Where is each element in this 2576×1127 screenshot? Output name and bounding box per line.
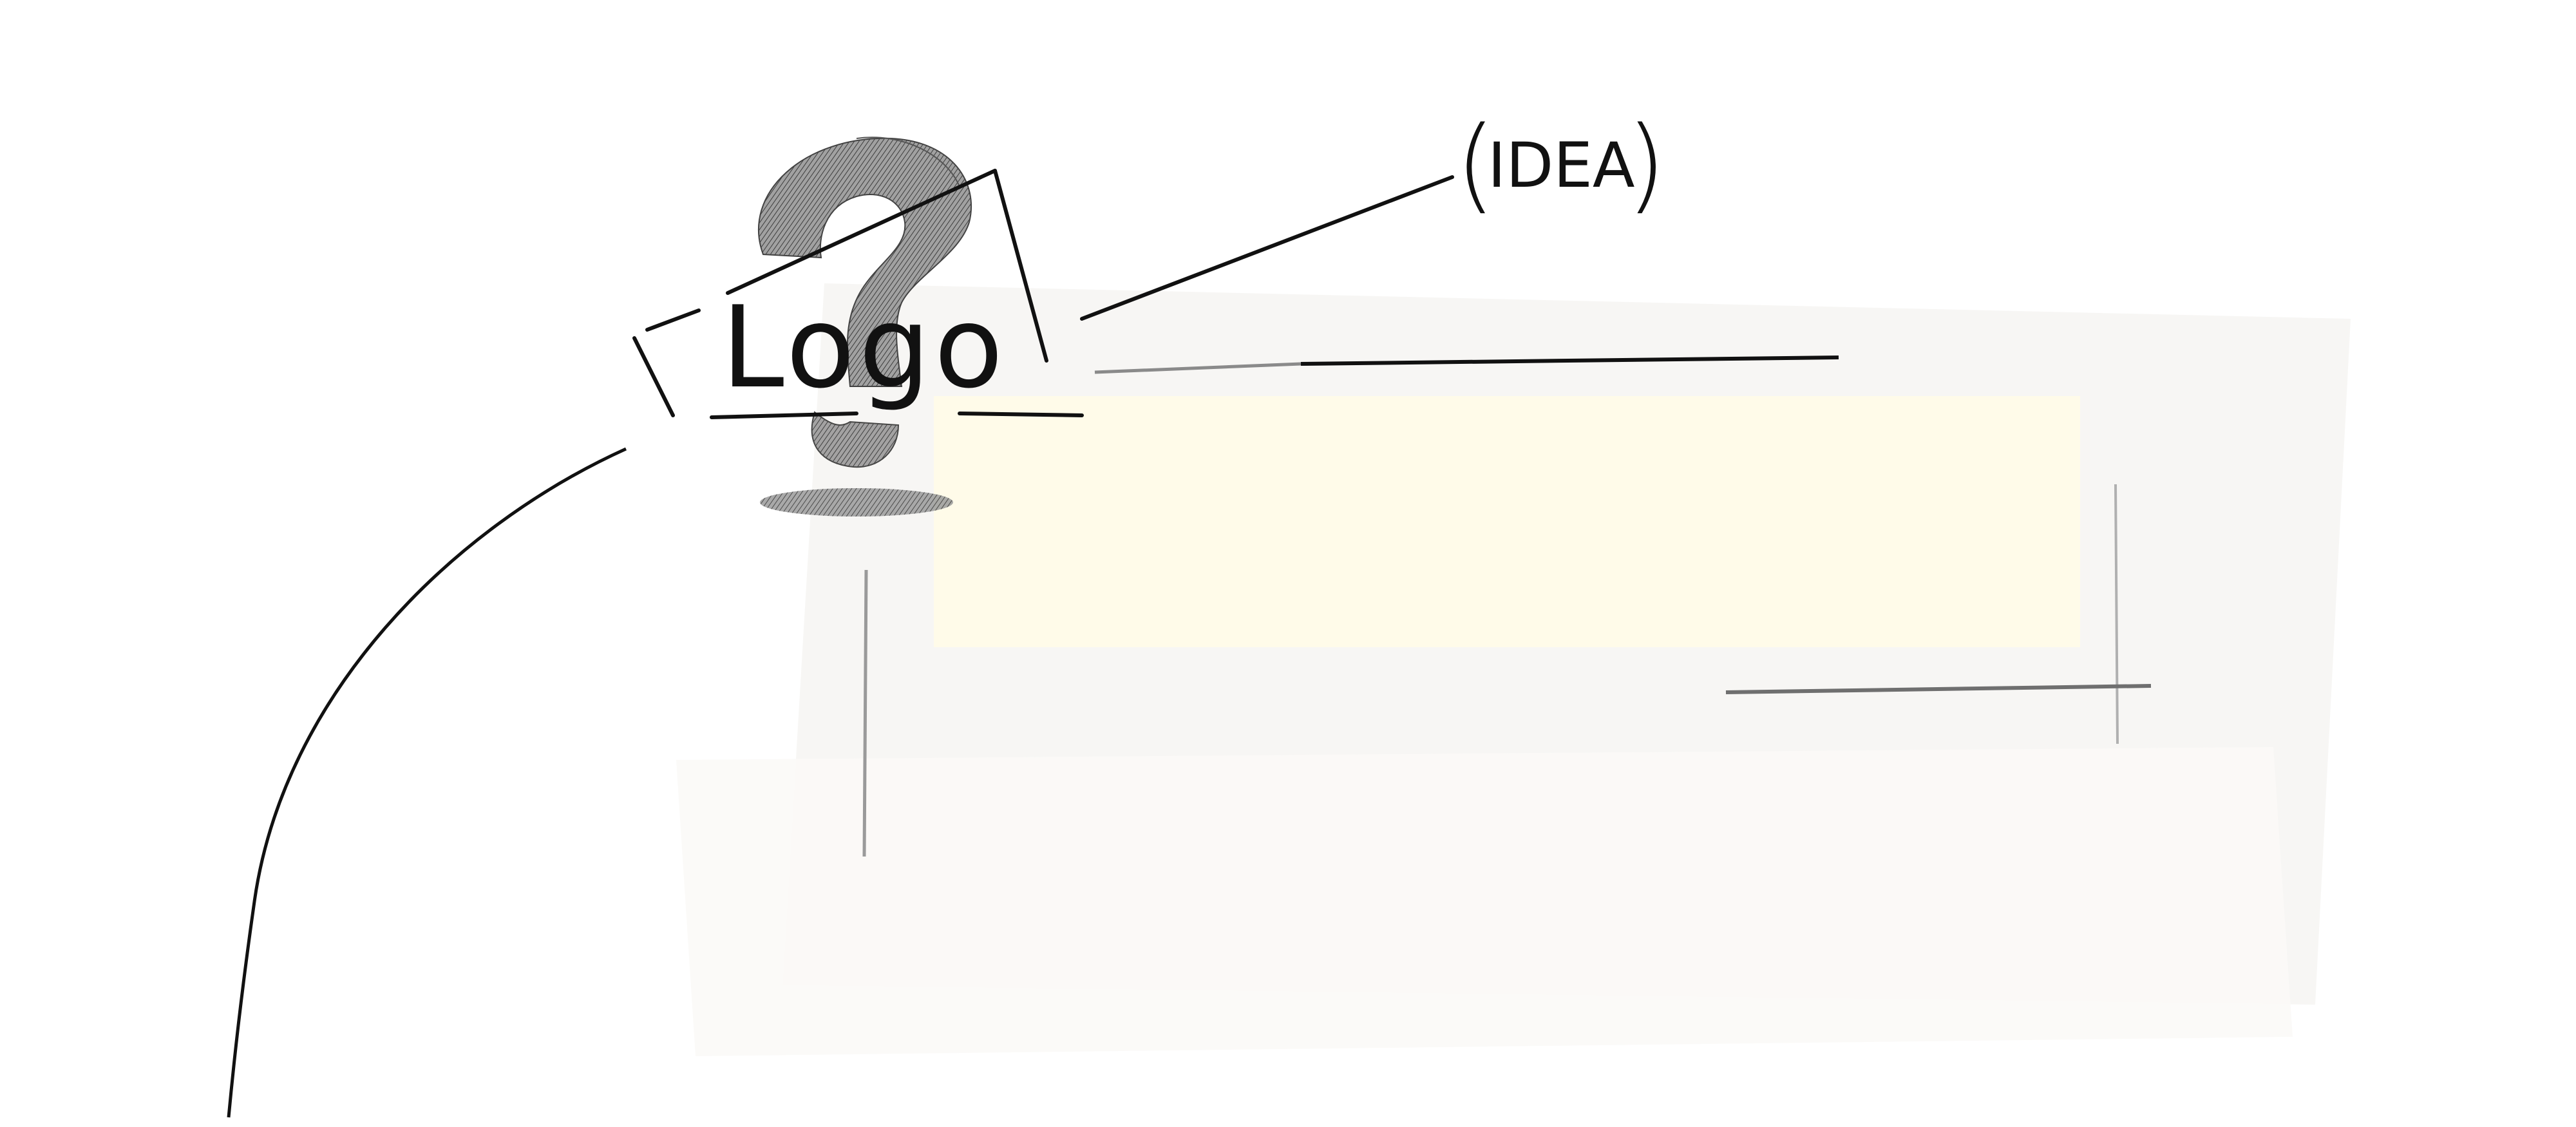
logo-frame: [632, 169, 1084, 419]
idea-text: IDEA: [1488, 129, 1635, 202]
idea-right-paren: ): [1626, 104, 1666, 224]
top-panel-stroke: [1300, 355, 1839, 366]
left-arc-stroke: [227, 447, 627, 1118]
idea-connector-line: [1080, 175, 1454, 321]
logo-shadow: [760, 488, 953, 516]
logo-text: Logo: [721, 283, 1007, 413]
right-vertical-stroke: [2114, 484, 2119, 744]
front-panel: [676, 747, 2293, 1056]
question-mark-icon: [758, 137, 972, 468]
right-horizontal-stroke: [1725, 684, 2152, 694]
left-vertical-stroke: [862, 569, 868, 857]
idea-left-paren: (: [1455, 104, 1495, 224]
top-panel-stroke-gray: [1094, 362, 1302, 374]
highlight-block: [934, 396, 2080, 647]
idea-label: ( IDEA ): [1455, 104, 1666, 224]
